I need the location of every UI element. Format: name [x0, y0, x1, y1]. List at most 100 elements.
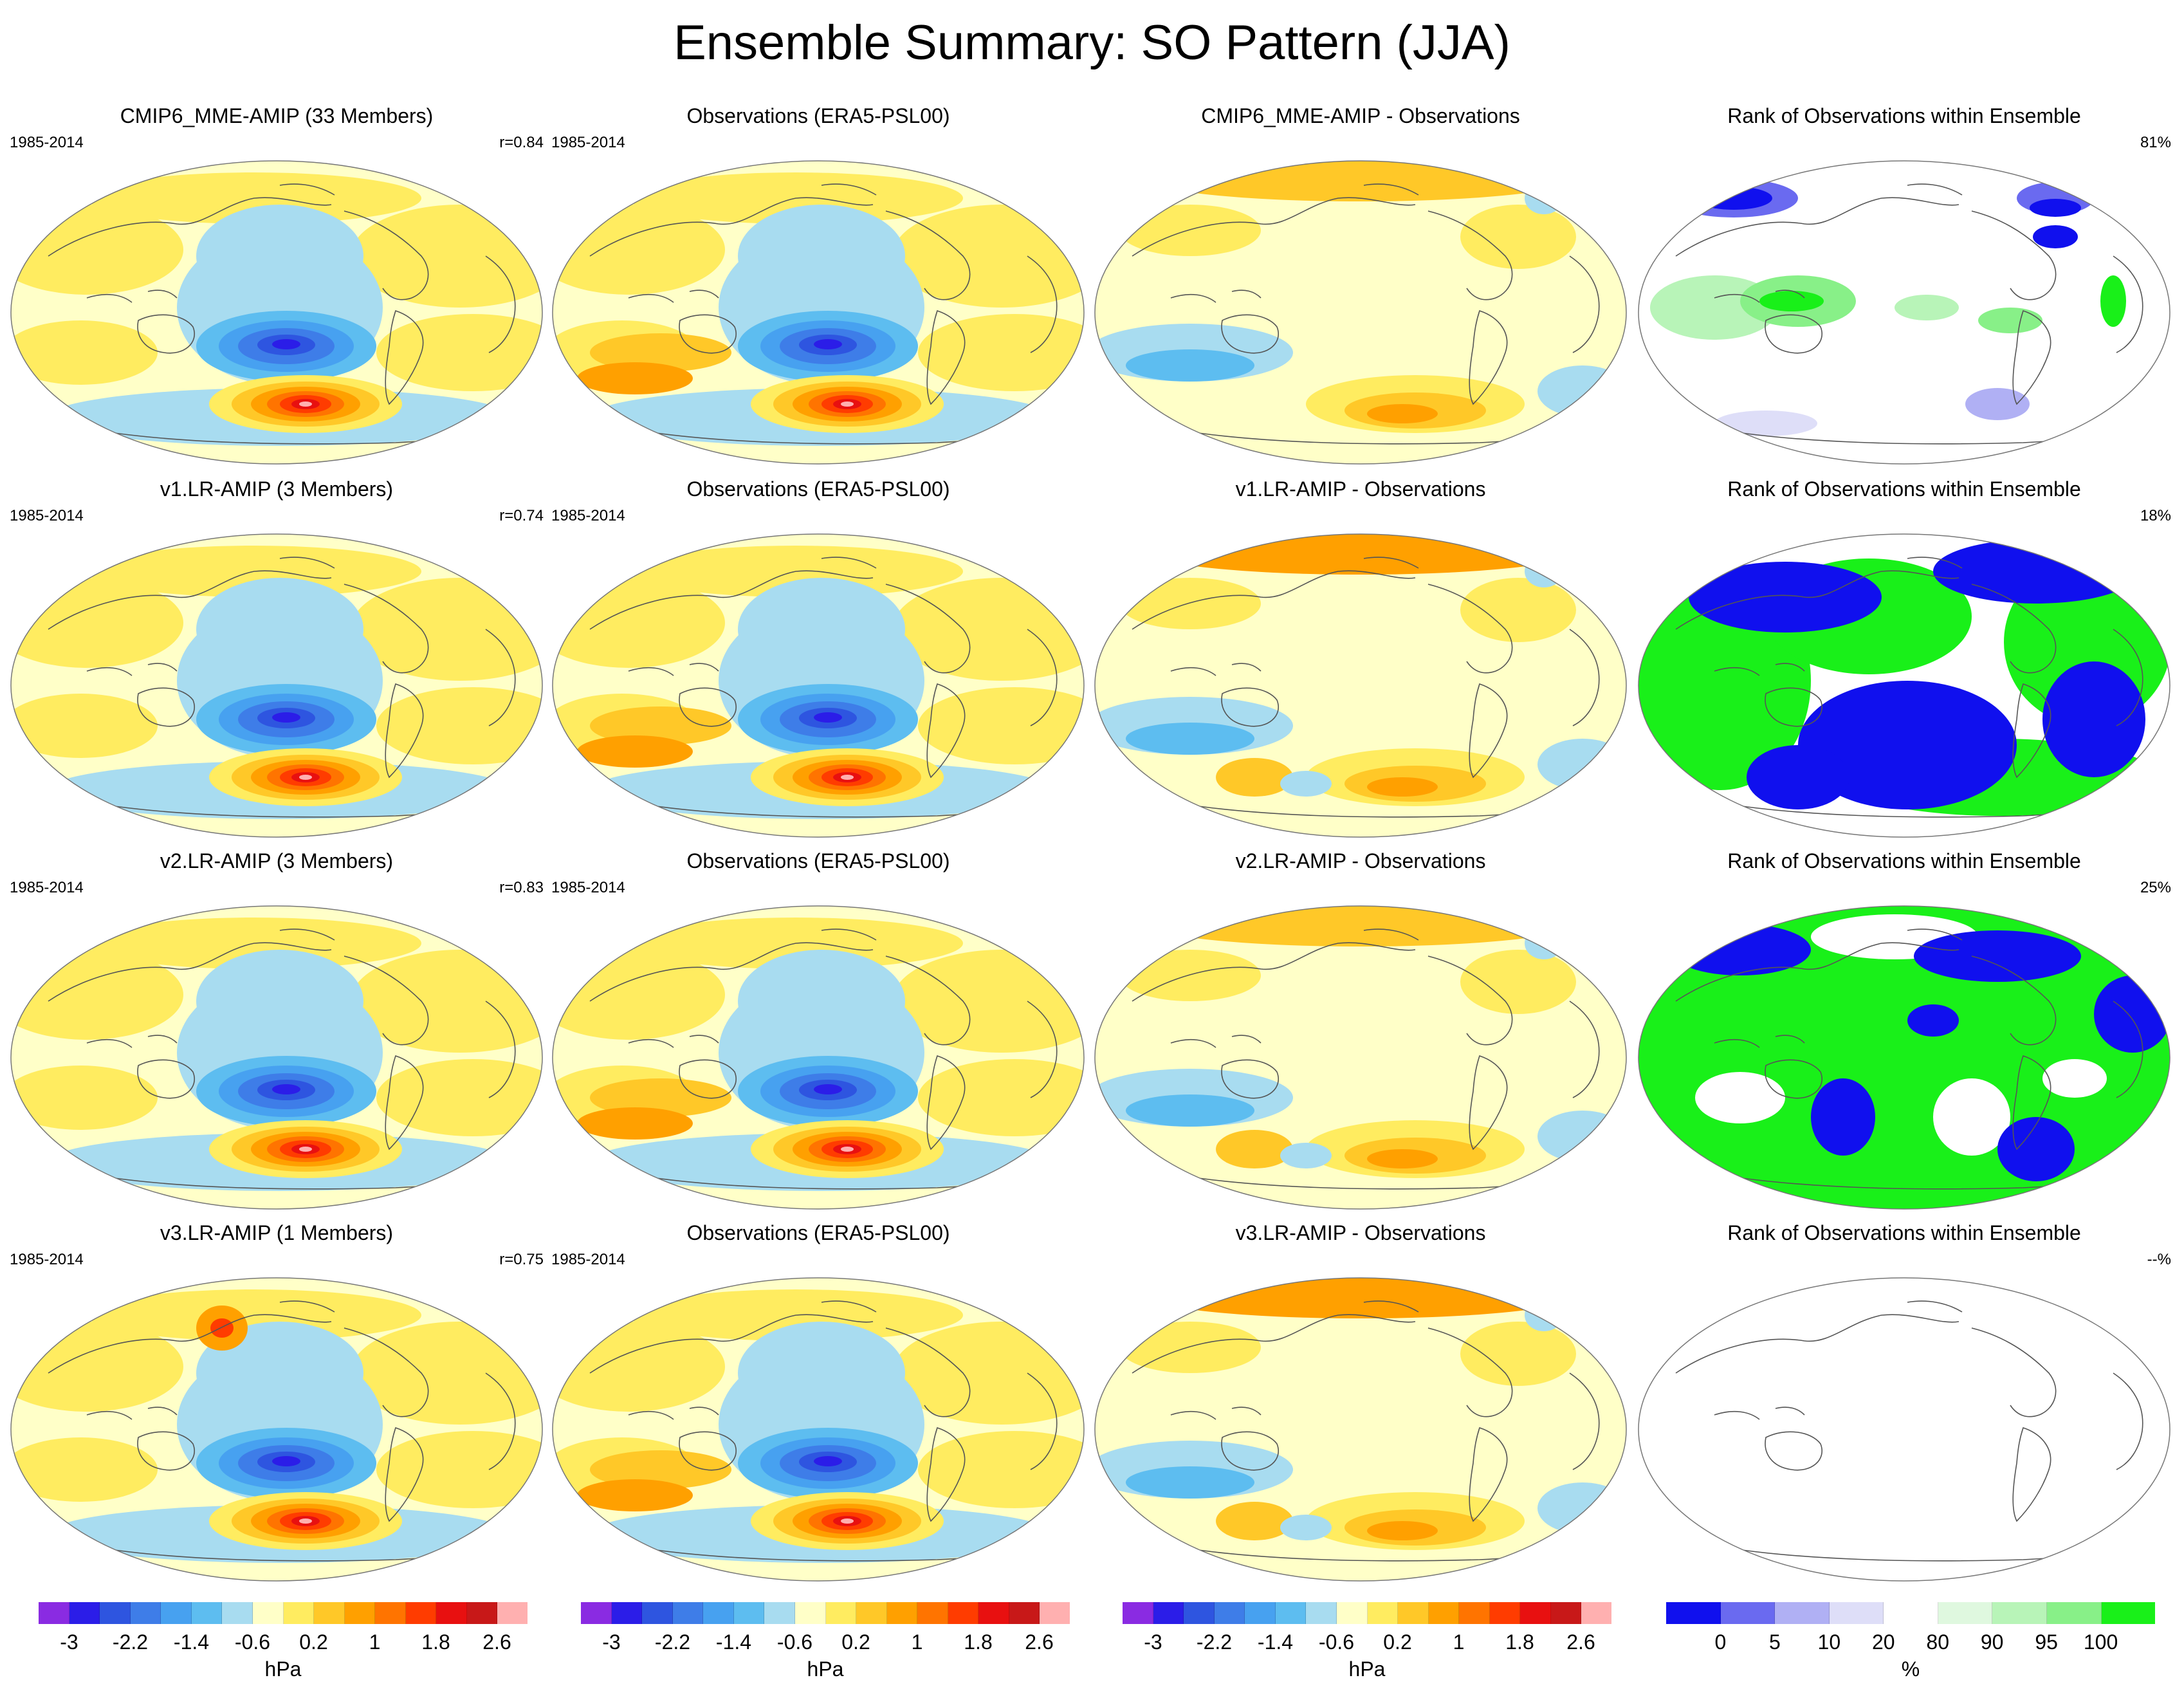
contour-region: [1914, 930, 2081, 982]
colorbar-hpa: -3 -2.2 -1.4 -0.6 0.2 1 1.8 2.6 hPa: [39, 1602, 528, 1686]
colorbar-swatch: [222, 1602, 253, 1624]
contour-region: [272, 1084, 300, 1094]
contour-region: [299, 775, 312, 780]
contour-region: [1525, 927, 1563, 959]
map-border: [552, 905, 1085, 1210]
colorbar-swatch: [1009, 1602, 1040, 1624]
contour-region: [2094, 975, 2170, 1053]
period-label: 1985-2014: [10, 879, 84, 896]
colorbar-tick-label: -0.6: [1318, 1630, 1355, 1654]
period-label: 1985-2014: [551, 507, 625, 524]
map-border: [10, 533, 543, 838]
colorbar-swatch: [1720, 1602, 1776, 1624]
colorbar-swatch: [1123, 1602, 1153, 1624]
world-map-obs: [552, 533, 1085, 838]
panel-title: Rank of Observations within Ensemble: [1727, 477, 2081, 501]
contour-region: [841, 401, 854, 407]
period-label: 1985-2014: [10, 134, 84, 151]
world-map-rank: [1638, 1277, 2170, 1582]
map-border: [1638, 533, 2170, 838]
contour-region: [590, 1450, 731, 1489]
colorbar-tick-label: -1.4: [173, 1630, 210, 1654]
contour-region: [376, 314, 542, 391]
colorbar-unit: %: [1901, 1657, 1920, 1681]
rank-percent: 18%: [2140, 507, 2171, 524]
map-panel-rank: Rank of Observations within Ensemble --%: [1637, 1220, 2171, 1587]
colorbar-swatch: [794, 1602, 826, 1624]
contour-region: [577, 735, 693, 768]
world-map-diff: [1094, 1277, 1627, 1582]
colorbar-swatch: [1884, 1602, 1938, 1624]
map-panel-obs: Observations (ERA5-PSL00) 1985-2014: [551, 103, 1085, 470]
world-map-obs: [552, 905, 1085, 1210]
colorbar-swatches: [581, 1602, 1070, 1624]
contour-region: [376, 687, 542, 764]
map-panel-rank: Rank of Observations within Ensemble 18%: [1637, 476, 2171, 843]
colorbar-swatch: [1184, 1602, 1215, 1624]
rank-percent: 25%: [2140, 879, 2171, 896]
colorbar-tick-label: 20: [1871, 1630, 1895, 1654]
panel-title: CMIP6_MME-AMIP - Observations: [1201, 104, 1520, 127]
contour-region: [841, 1518, 854, 1524]
colorbar-swatches: [1123, 1602, 1611, 1624]
colorbar-tick-label: -2.2: [1196, 1630, 1233, 1654]
contour-region: [1537, 739, 1626, 790]
colorbar-swatch: [344, 1602, 376, 1624]
correlation-label: r=0.75: [499, 1251, 544, 1268]
contour-region: [1460, 950, 1576, 1014]
contour-region: [814, 339, 842, 349]
contour-region: [11, 1437, 158, 1502]
contour-region: [1460, 205, 1576, 269]
colorbar-rank: 0 5 10 20 80 90 95 100%: [1666, 1602, 2156, 1686]
colorbar-unit: hPa: [807, 1657, 844, 1681]
colorbar-swatch: [436, 1602, 467, 1624]
world-map-diff: [1094, 533, 1627, 838]
colorbar-tick-label: 1: [911, 1630, 923, 1654]
contour-region: [2042, 1059, 2107, 1098]
contour-region: [738, 950, 905, 1053]
background-field: [1638, 1278, 2170, 1581]
period-label: 1985-2014: [551, 1251, 625, 1268]
map-panel-obs: Observations (ERA5-PSL00) 1985-2014: [551, 848, 1085, 1215]
colorbar-swatch: [1398, 1602, 1429, 1624]
figure-title: Ensemble Summary: SO Pattern (JJA): [674, 15, 1510, 70]
contour-region: [351, 1322, 542, 1425]
colorbar-swatch: [466, 1602, 498, 1624]
panel-title: CMIP6_MME-AMIP (33 Members): [120, 104, 434, 127]
contour-region: [1126, 349, 1254, 382]
colorbar-swatch: [161, 1602, 192, 1624]
colorbar-swatch: [917, 1602, 948, 1624]
colorbar-swatch: [39, 1602, 69, 1624]
colorbar-swatch: [642, 1602, 673, 1624]
colorbar-tick-label: 0.2: [841, 1630, 870, 1654]
period-label: 1985-2014: [551, 134, 625, 151]
contour-region: [1148, 161, 1573, 201]
contour-region: [272, 339, 300, 349]
map-panel-rank: Rank of Observations within Ensemble 25%: [1637, 848, 2171, 1215]
panel-title: v2.LR-AMIP - Observations: [1235, 849, 1486, 872]
contour-region: [590, 333, 731, 372]
colorbar-tick-label: 1.8: [964, 1630, 993, 1654]
colorbar-tick-label: 0: [1714, 1630, 1727, 1654]
contour-region: [1997, 1117, 2075, 1181]
contour-region: [918, 314, 1084, 391]
colorbar-unit: hPa: [264, 1657, 302, 1681]
colorbar-swatch: [1489, 1602, 1521, 1624]
world-map-model: [10, 160, 543, 465]
colorbar-tick-label: 10: [1817, 1630, 1841, 1654]
world-map-model: [10, 905, 543, 1210]
colorbar-swatch: [130, 1602, 161, 1624]
world-map-model: [10, 1277, 543, 1582]
contour-region: [1895, 295, 1959, 320]
contour-region: [272, 1456, 300, 1466]
contour-region: [1460, 1322, 1576, 1386]
contour-region: [1126, 1466, 1254, 1499]
map-border: [10, 160, 543, 465]
contour-region: [1978, 308, 2042, 333]
contour-region: [11, 320, 158, 385]
colorbar-tick-label: -1.4: [715, 1630, 752, 1654]
map-panel-diff: v3.LR-AMIP - Observations: [1094, 1220, 1628, 1587]
contour-region: [1537, 1111, 1626, 1162]
colorbar-swatch: [611, 1602, 643, 1624]
colorbar-tick-label: 1.8: [1505, 1630, 1534, 1654]
